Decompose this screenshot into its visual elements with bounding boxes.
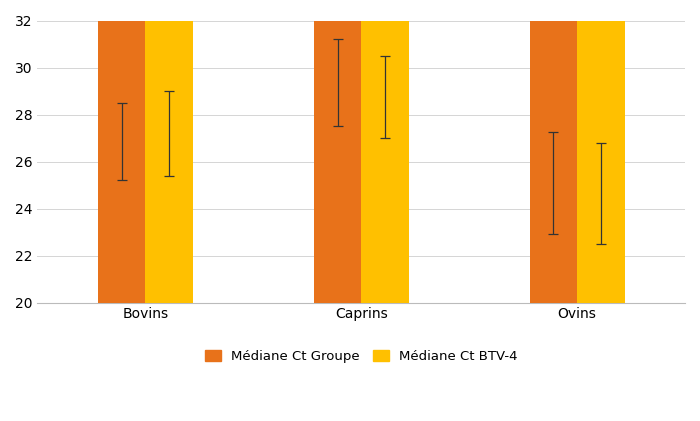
Bar [98,0,146,303]
Bar [361,0,409,303]
Bar [314,0,361,303]
Legend: Médiane Ct Groupe, Médiane Ct BTV-4: Médiane Ct Groupe, Médiane Ct BTV-4 [201,346,522,367]
Bar [146,0,193,303]
Bar [530,0,577,303]
Bar [577,0,624,303]
